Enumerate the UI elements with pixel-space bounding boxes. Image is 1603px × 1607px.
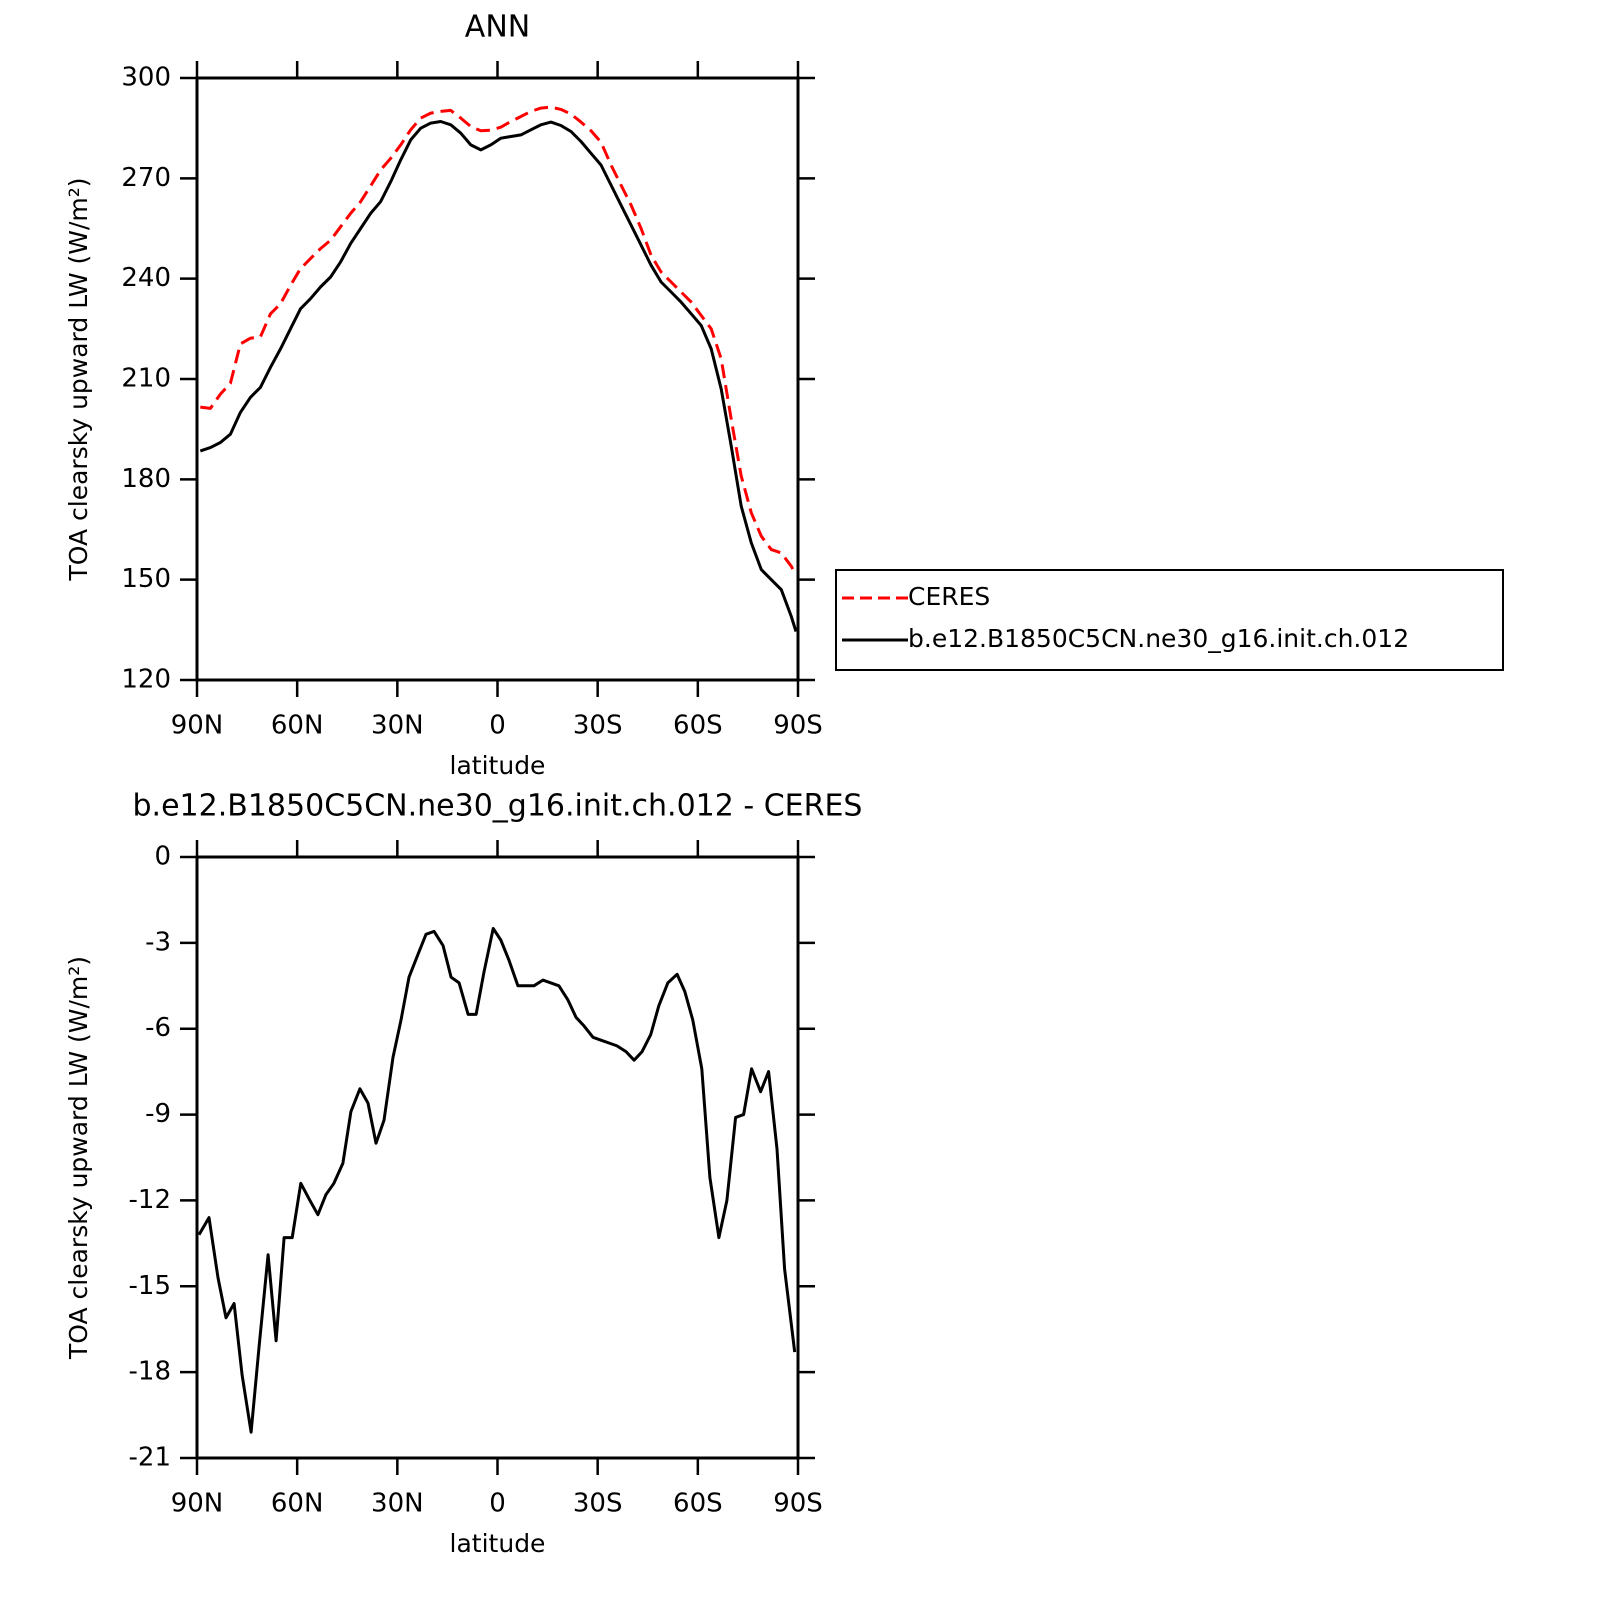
x-tick-label: 30S (573, 1489, 623, 1519)
y-tick-label: -3 (145, 927, 171, 957)
y-tick-label: -18 (129, 1357, 171, 1387)
y-tick-label: 300 (121, 63, 171, 93)
y-tick-label: -6 (145, 1013, 171, 1043)
x-tick-label: 90S (773, 711, 823, 741)
data-line (197, 927, 797, 1434)
x-tick-label: 30N (371, 711, 424, 741)
y-tick-label: 240 (121, 263, 171, 293)
plot-frame (195, 855, 800, 1460)
x-tick-label: 60S (673, 1489, 723, 1519)
x-tick-label: 90N (171, 1489, 224, 1519)
x-tick-label: 30S (573, 711, 623, 741)
x-tick-label: 30N (371, 1489, 424, 1519)
x-tick-label: 0 (489, 711, 506, 741)
y-tick-label: -9 (145, 1099, 171, 1129)
y-tick-label: 0 (154, 842, 171, 872)
y-axis-label: TOA clearsky upward LW (W/m²) (64, 956, 93, 1360)
y-tick-label: -15 (129, 1271, 171, 1301)
x-tick-label: 60N (271, 1489, 324, 1519)
x-axis-label: latitude (450, 1529, 546, 1558)
x-axis-label: latitude (450, 751, 546, 780)
y-tick-label: 180 (121, 464, 171, 494)
y-tick-label: 150 (121, 564, 171, 594)
y-tick-label: -12 (129, 1185, 171, 1215)
y-axis-label: TOA clearsky upward LW (W/m²) (64, 177, 93, 581)
legend-label: CERES (908, 582, 990, 611)
y-tick-label: -21 (129, 1443, 171, 1473)
plot-frame (195, 76, 800, 682)
data-line (200, 105, 798, 576)
x-tick-label: 90N (171, 711, 224, 741)
legend-box (835, 569, 1504, 671)
x-tick-label: 90S (773, 1489, 823, 1519)
x-tick-label: 60N (271, 711, 324, 741)
y-tick-label: 120 (121, 665, 171, 695)
chart-title: b.e12.B1850C5CN.ne30_g16.init.ch.012 - C… (133, 789, 863, 824)
x-tick-label: 0 (489, 1489, 506, 1519)
x-tick-label: 60S (673, 711, 723, 741)
y-tick-label: 210 (121, 364, 171, 394)
chart-title: ANN (465, 10, 530, 45)
data-line (199, 120, 798, 632)
y-tick-label: 270 (121, 163, 171, 193)
legend-label: b.e12.B1850C5CN.ne30_g16.init.ch.012 (908, 624, 1409, 653)
